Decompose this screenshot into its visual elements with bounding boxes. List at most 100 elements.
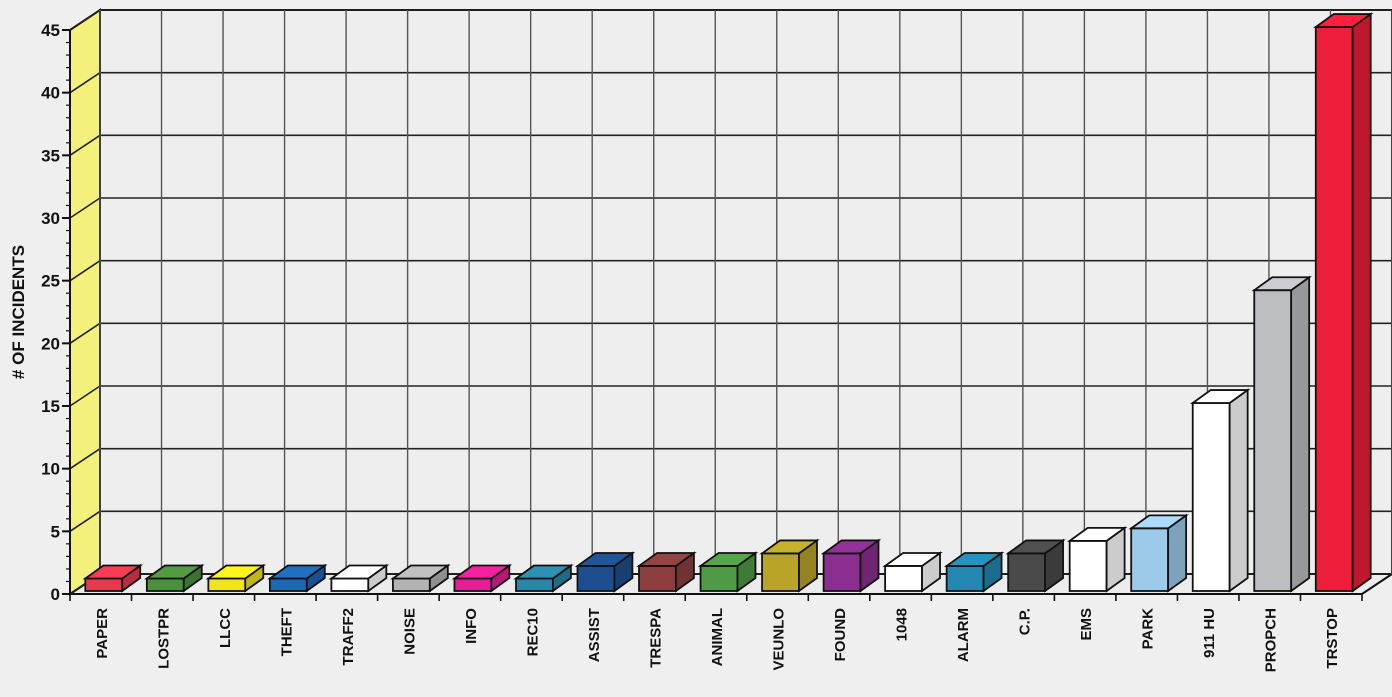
bar-top <box>1066 527 1128 542</box>
bar-info <box>451 563 513 593</box>
bar-front <box>392 577 431 592</box>
gridline-side <box>69 9 101 31</box>
bar-propch <box>1251 275 1312 593</box>
bar-front <box>84 577 124 592</box>
bar-1048 <box>882 551 943 593</box>
bar-top <box>1312 13 1374 28</box>
x-tick-label: INFO <box>463 608 480 644</box>
bar-c-p- <box>1005 538 1066 593</box>
bar-assist <box>574 551 636 593</box>
y-tick-label: 20 <box>41 334 60 353</box>
x-tick-label: LLCC <box>217 608 234 648</box>
x-tick-label: PARK <box>1140 608 1157 650</box>
bar-side <box>1351 12 1372 593</box>
x-tick-label: 911 HU <box>1201 608 1218 658</box>
x-tick-label: TRSTOP <box>1324 608 1341 669</box>
x-tick-label: NOISE <box>401 608 418 655</box>
bar-front <box>1007 552 1046 592</box>
bar-top <box>205 564 267 580</box>
bar-front <box>945 565 985 592</box>
bar-alarm <box>943 551 1005 593</box>
bar-front <box>330 577 370 592</box>
x-tick-label: REC10 <box>524 608 541 656</box>
x-tick-label: C.P. <box>1017 608 1034 635</box>
y-tick-label: 30 <box>41 209 60 228</box>
x-tick-label: TRESPA <box>647 608 664 668</box>
bar-trstop <box>1312 12 1374 593</box>
bar-trespa <box>636 551 697 593</box>
bar-ems <box>1066 526 1128 593</box>
bar-front <box>1068 539 1108 592</box>
bar-park <box>1128 513 1189 593</box>
bar-top <box>820 539 882 555</box>
bar-top <box>636 552 697 567</box>
gridline-side <box>69 385 101 407</box>
bar-front <box>453 577 493 592</box>
bar-theft <box>267 563 328 593</box>
y-tick-label: 10 <box>41 460 60 479</box>
x-tick-label: ASSIST <box>586 608 603 662</box>
x-tick-label: VEUNLO <box>771 608 788 671</box>
x-tick-label: PROPCH <box>1263 608 1280 672</box>
y-tick-label: 15 <box>41 397 60 416</box>
bar-found <box>820 538 882 593</box>
bar-front <box>884 565 923 592</box>
x-tick-label: PAPER <box>94 608 111 659</box>
x-tick-label: FOUND <box>832 608 849 661</box>
x-tick-label: ALARM <box>955 608 972 662</box>
bar-front <box>1191 402 1231 592</box>
gridline-side <box>69 72 101 94</box>
gridline-side <box>69 260 101 282</box>
y-tick-label: 25 <box>41 272 60 291</box>
bar-top <box>390 564 451 580</box>
bar-paper <box>82 563 144 593</box>
bar-front <box>145 577 185 592</box>
x-tick-label: 1048 <box>894 608 911 641</box>
gridline-side <box>69 197 101 219</box>
bar-front <box>699 565 739 592</box>
bar-top <box>1128 514 1189 530</box>
bar-top <box>1005 539 1066 555</box>
bar-top <box>943 552 1005 567</box>
bar-top <box>882 552 943 567</box>
bar-top <box>574 552 636 567</box>
bar-top <box>82 564 144 580</box>
bar-side <box>1290 275 1311 593</box>
y-tick-label: 0 <box>51 585 60 604</box>
bar-veunlo <box>759 538 820 593</box>
x-tick-label: THEFT <box>278 608 295 656</box>
bar-llcc <box>205 563 267 593</box>
bar-top <box>759 539 820 555</box>
y-tick-label: 45 <box>41 21 60 40</box>
bar-front <box>822 552 862 592</box>
gridline-side <box>69 134 101 156</box>
chart-side-wall <box>69 8 101 596</box>
bar-noise <box>390 563 451 593</box>
bar-top <box>144 564 205 580</box>
bar-top <box>1189 389 1251 404</box>
bar-traff2 <box>328 563 390 593</box>
bar-front <box>207 577 247 592</box>
gridline-side <box>69 510 101 532</box>
y-tick-label: 5 <box>51 522 60 541</box>
bar-top <box>328 564 390 580</box>
bar-top <box>1251 276 1312 292</box>
gridline-side <box>69 322 101 344</box>
bar-front <box>1314 26 1354 592</box>
bar-front <box>268 577 308 592</box>
bar-front <box>1253 289 1293 592</box>
bar-front <box>638 565 677 592</box>
bar-animal <box>697 551 759 593</box>
bar-front <box>515 577 554 592</box>
bar-top <box>513 564 574 580</box>
bar-side <box>1228 388 1249 593</box>
bar-lostpr <box>144 563 205 593</box>
bar-top <box>451 564 513 580</box>
y-axis-label: # OF INCIDENTS <box>9 245 28 379</box>
gridline-side <box>69 448 101 470</box>
chart-back-wall <box>99 9 1392 575</box>
y-tick-label: 35 <box>41 146 60 165</box>
bar-top <box>267 564 328 580</box>
